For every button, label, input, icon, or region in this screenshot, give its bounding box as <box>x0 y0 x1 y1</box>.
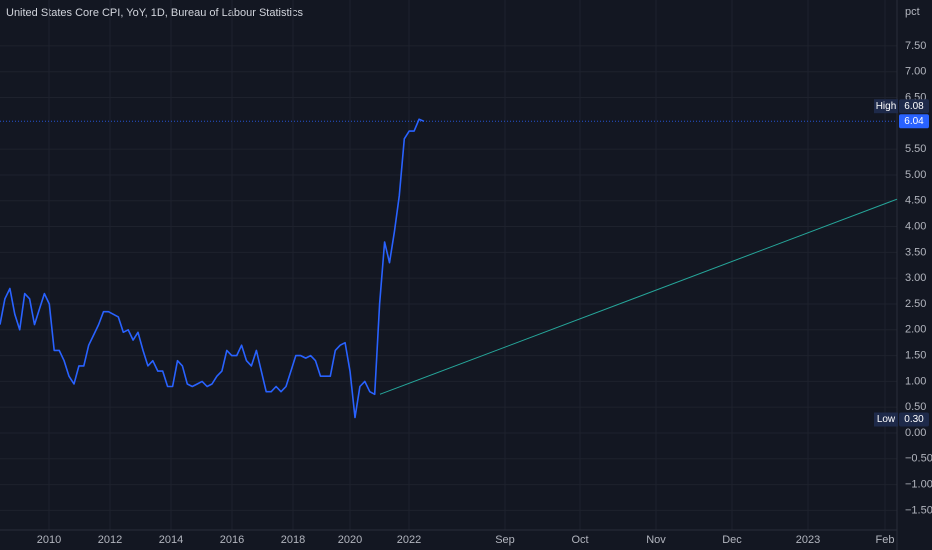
low-label: Low <box>877 414 896 425</box>
y-tick-label: 4.00 <box>905 220 926 232</box>
last-value: 6.04 <box>904 116 924 127</box>
y-tick-label: 5.50 <box>905 143 926 155</box>
unit-label: pct <box>905 6 920 18</box>
y-tick-label: 5.00 <box>905 169 926 181</box>
y-tick-label: 2.00 <box>905 324 926 336</box>
high-box <box>874 99 898 114</box>
y-tick-label: 2.50 <box>905 298 926 310</box>
x-tick-label: 2022 <box>397 534 421 546</box>
low-value-box <box>899 412 929 427</box>
x-tick-label: Dec <box>722 534 742 546</box>
y-tick-label: 0.50 <box>905 401 926 413</box>
x-tick-label: 2023 <box>796 534 820 546</box>
x-tick-label: Nov <box>646 534 666 546</box>
y-tick-label: −1.00 <box>905 478 932 490</box>
high-value: 6.08 <box>904 101 924 112</box>
y-tick-label: −1.50 <box>905 504 932 516</box>
y-tick-label: 1.50 <box>905 349 926 361</box>
x-tick-label: 2012 <box>98 534 122 546</box>
y-tick-label: −0.50 <box>905 453 932 465</box>
low-box <box>874 412 898 427</box>
x-tick-label: 2018 <box>281 534 305 546</box>
y-tick-label: 3.50 <box>905 246 926 258</box>
x-tick-label: 2014 <box>159 534 183 546</box>
y-tick-label: 7.00 <box>905 66 926 78</box>
x-tick-label: 2016 <box>220 534 244 546</box>
x-tick-label: Feb <box>876 534 895 546</box>
x-tick-label: Oct <box>571 534 588 546</box>
y-tick-label: 4.50 <box>905 195 926 207</box>
x-tick-label: 2010 <box>37 534 61 546</box>
y-tick-label: 1.00 <box>905 375 926 387</box>
series-line <box>0 118 425 419</box>
high-value-box <box>899 99 929 114</box>
trend-line <box>379 198 898 395</box>
y-tick-label: 3.00 <box>905 272 926 284</box>
low-value: 0.30 <box>904 414 924 425</box>
x-tick-label: Sep <box>495 534 515 546</box>
x-tick-label: 2020 <box>338 534 362 546</box>
last-value-box <box>899 114 929 129</box>
chart-title: United States Core CPI, YoY, 1D, Bureau … <box>6 7 303 19</box>
y-tick-label: 7.50 <box>905 40 926 52</box>
high-label: High <box>876 101 897 112</box>
y-tick-label: 0.00 <box>905 427 926 439</box>
